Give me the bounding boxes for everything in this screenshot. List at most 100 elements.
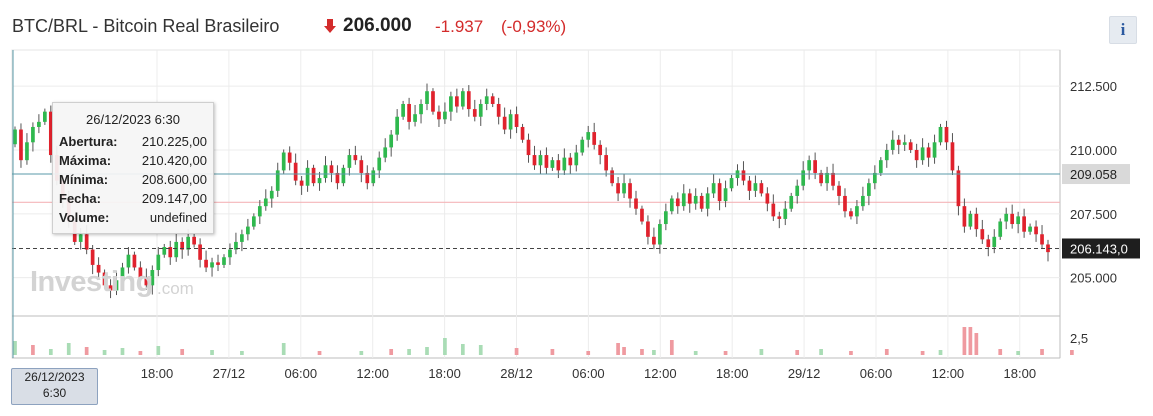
volume-bar bbox=[120, 348, 125, 355]
x-tick-label: 12:00 bbox=[644, 366, 677, 381]
volume-bar bbox=[1016, 351, 1020, 355]
volume-bar bbox=[616, 343, 620, 355]
price-change: -1.937 bbox=[435, 17, 484, 36]
tooltip-label: Abertura: bbox=[59, 134, 118, 149]
volume-bar bbox=[478, 345, 483, 355]
candle bbox=[347, 148, 352, 176]
volume-bar bbox=[31, 345, 35, 355]
x-tick-label: 18:00 bbox=[716, 366, 749, 381]
x-tick-label: 27/12 bbox=[213, 366, 246, 381]
candle bbox=[443, 102, 447, 124]
candle bbox=[574, 144, 579, 172]
candle bbox=[831, 163, 835, 191]
y-tick-label: 212.500 bbox=[1070, 79, 1117, 94]
candle bbox=[604, 147, 608, 177]
candle bbox=[783, 201, 788, 226]
candle bbox=[998, 218, 1003, 240]
candle bbox=[855, 200, 859, 225]
candle bbox=[287, 146, 292, 171]
candle bbox=[825, 166, 829, 191]
tooltip-date: 26/12/2023 6:30 bbox=[86, 112, 180, 127]
candle bbox=[478, 99, 483, 126]
x-tick-label: 12:00 bbox=[356, 366, 389, 381]
volume-bar bbox=[102, 350, 107, 355]
candle bbox=[628, 178, 632, 208]
candle bbox=[872, 165, 877, 190]
volume-bar bbox=[359, 351, 364, 355]
candle bbox=[281, 149, 286, 174]
candle bbox=[640, 205, 644, 225]
candle bbox=[1016, 211, 1020, 234]
volume-bar bbox=[586, 351, 591, 355]
x-tick-label: 18:00 bbox=[141, 366, 174, 381]
candle bbox=[550, 157, 555, 171]
volume-bar bbox=[1040, 349, 1044, 355]
candle bbox=[407, 97, 411, 130]
candle bbox=[329, 160, 334, 183]
volume-tick-label: 2,5 bbox=[1070, 331, 1088, 346]
candle bbox=[884, 143, 889, 168]
candle bbox=[156, 247, 161, 277]
candle bbox=[878, 157, 883, 177]
volume-bar bbox=[425, 347, 429, 355]
volume-bar bbox=[819, 349, 823, 355]
candle bbox=[299, 176, 304, 195]
candle bbox=[246, 218, 250, 241]
candle bbox=[108, 279, 113, 299]
candle bbox=[263, 189, 268, 211]
candle bbox=[813, 152, 817, 180]
candle bbox=[257, 200, 262, 225]
candle bbox=[431, 88, 435, 115]
candle bbox=[234, 232, 238, 255]
candle bbox=[526, 133, 531, 163]
candle bbox=[162, 243, 167, 258]
candle bbox=[586, 125, 591, 148]
candle bbox=[681, 184, 686, 211]
candle bbox=[371, 167, 376, 187]
candle bbox=[466, 85, 471, 117]
last-price: 206.000 bbox=[343, 15, 412, 36]
tooltip-label: Volume: bbox=[59, 210, 110, 225]
crosshair-price-tag bbox=[1062, 164, 1130, 185]
candle bbox=[777, 211, 782, 229]
candle bbox=[455, 88, 459, 113]
candle bbox=[538, 150, 543, 175]
candle bbox=[938, 123, 943, 146]
volume-bar bbox=[998, 349, 1003, 355]
volume-bar bbox=[66, 343, 71, 355]
x-tick-label: 12:00 bbox=[932, 366, 965, 381]
candle bbox=[592, 122, 597, 150]
candle bbox=[699, 192, 704, 212]
candle bbox=[96, 257, 101, 279]
tooltip-value: 208.600,00 bbox=[141, 172, 207, 187]
candle bbox=[914, 143, 919, 168]
candle bbox=[544, 147, 549, 174]
volume-bar bbox=[640, 349, 644, 355]
candle bbox=[1034, 220, 1038, 242]
candle bbox=[341, 164, 346, 187]
candle bbox=[956, 165, 961, 216]
candle bbox=[717, 178, 722, 211]
candle bbox=[138, 261, 143, 286]
tooltip-row-open: Abertura: 210.225,00 bbox=[59, 134, 207, 152]
candle bbox=[508, 109, 513, 139]
tooltip-row-low: Mínima: 208.600,00 bbox=[59, 172, 207, 190]
volume-bar bbox=[84, 347, 89, 355]
chart-grid bbox=[11, 49, 1061, 359]
volume-bar bbox=[48, 349, 53, 355]
info-button[interactable]: i bbox=[1109, 16, 1137, 44]
volume-bar bbox=[514, 348, 519, 355]
axes: 212.500 210.000 207.500 205.000 2,5 18:00 27/1… bbox=[141, 79, 1117, 381]
x-tick-label: 28/12 bbox=[500, 366, 533, 381]
volume-bars bbox=[13, 327, 1074, 355]
candle bbox=[1004, 207, 1009, 230]
candle bbox=[932, 134, 937, 164]
candle bbox=[723, 180, 728, 208]
volume-bar bbox=[795, 350, 800, 355]
x-tick-label: 06:00 bbox=[285, 366, 318, 381]
volume-bar bbox=[723, 351, 728, 355]
crosshair-x-label: 26/12/2023 6:30 bbox=[11, 368, 98, 405]
candle bbox=[687, 188, 692, 213]
last-price-tag bbox=[1062, 238, 1140, 259]
